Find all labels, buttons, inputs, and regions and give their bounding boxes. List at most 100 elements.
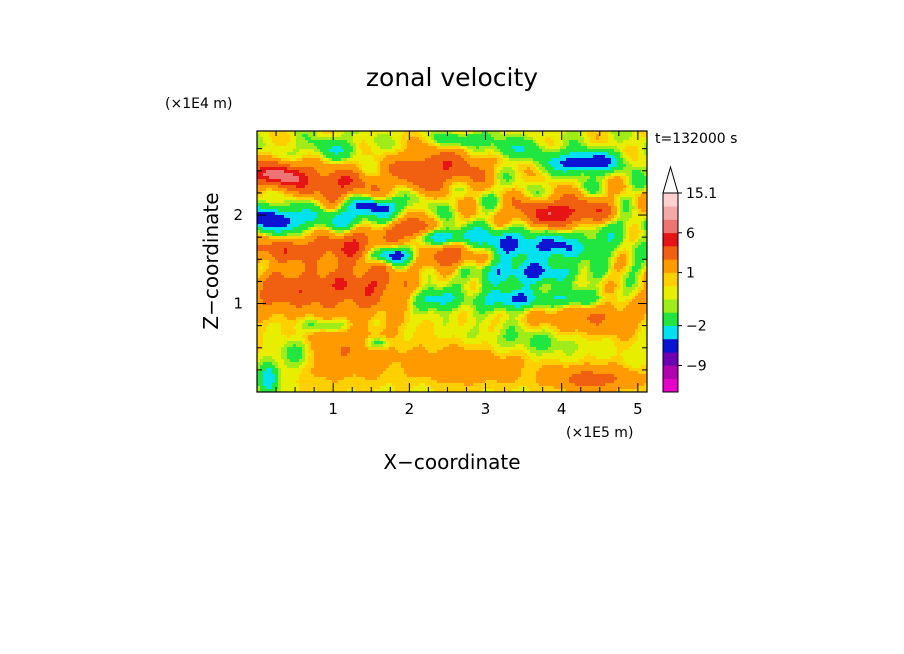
contour-cell	[470, 305, 477, 309]
contour-cell	[545, 137, 552, 141]
contour-cell	[398, 239, 411, 243]
contour-cell	[329, 158, 333, 162]
contour-cell	[518, 167, 528, 171]
contour-cell	[332, 146, 342, 150]
contour-cell	[539, 368, 630, 372]
contour-cell	[548, 260, 582, 264]
contour-cell	[554, 386, 639, 390]
contour-cell	[368, 284, 378, 288]
contour-cell	[560, 161, 612, 165]
contour-cell	[485, 296, 513, 300]
contour-cell	[581, 242, 621, 246]
contour-cell	[335, 269, 354, 273]
contour-cell	[608, 260, 612, 264]
contour-cell	[269, 260, 279, 264]
contour-cell	[302, 341, 306, 345]
contour-cell	[611, 272, 624, 276]
contour-cell	[614, 260, 618, 264]
contour-cell	[329, 227, 333, 231]
contour-cell	[428, 134, 435, 138]
contour-cell	[620, 200, 624, 204]
contour-cell	[605, 224, 609, 228]
contour-cell	[557, 308, 564, 312]
contour-cell	[539, 170, 543, 174]
contour-cell	[362, 254, 366, 258]
contour-cell	[497, 176, 504, 180]
contour-cell	[365, 185, 372, 189]
contour-cell	[638, 269, 642, 273]
contour-cell	[626, 158, 633, 162]
contour-cell	[257, 137, 264, 141]
contour-cell	[317, 215, 336, 219]
contour-cell	[644, 230, 647, 234]
contour-cell	[536, 281, 573, 285]
contour-cell	[527, 173, 537, 177]
contour-cell	[620, 209, 624, 213]
contour-cell	[290, 335, 303, 339]
contour-cell	[377, 221, 387, 225]
contour-cell	[302, 260, 318, 264]
contour-cell	[524, 221, 528, 225]
contour-cell	[338, 302, 357, 306]
contour-cell	[266, 329, 282, 333]
contour-cell	[632, 266, 642, 270]
contour-cell	[566, 170, 615, 174]
contour-cell	[548, 335, 555, 339]
contour-cell	[404, 131, 420, 135]
contour-cell	[503, 233, 522, 237]
contour-cell	[527, 257, 549, 261]
contour-cell	[644, 149, 647, 153]
contour-cell	[614, 218, 618, 222]
contour-cell	[587, 338, 603, 342]
contour-cell	[584, 356, 597, 360]
contour-cell	[557, 338, 588, 342]
contour-cell	[515, 329, 525, 333]
contour-cell	[626, 284, 633, 288]
contour-cell	[617, 269, 621, 273]
contour-cell	[536, 173, 543, 177]
contour-cell	[383, 152, 399, 156]
contour-cell	[353, 134, 378, 138]
contour-cell	[371, 185, 378, 189]
contour-cell	[620, 152, 624, 156]
contour-cell	[344, 377, 366, 381]
contour-cell	[389, 341, 465, 345]
contour-cell	[614, 287, 621, 291]
contour-cell	[314, 365, 390, 369]
contour-cell	[449, 320, 459, 324]
contour-cell	[482, 275, 489, 279]
contour-cell	[539, 359, 561, 363]
contour-cell	[491, 350, 498, 354]
contour-cell	[356, 374, 381, 378]
contour-cell	[536, 167, 540, 171]
contour-cell	[263, 194, 285, 198]
contour-cell	[443, 167, 450, 171]
contour-cell	[389, 224, 396, 228]
contour-cell	[281, 329, 297, 333]
contour-cell	[413, 299, 417, 303]
contour-cell	[644, 383, 647, 387]
contour-cell	[380, 299, 408, 303]
contour-cell	[467, 152, 471, 156]
contour-cell	[563, 278, 576, 282]
contour-cell	[434, 218, 438, 222]
contour-cell	[293, 227, 309, 231]
contour-cell	[605, 284, 618, 288]
contour-cell	[278, 260, 288, 264]
contour-cell	[587, 266, 591, 270]
contour-cell	[635, 251, 647, 255]
contour-cell	[401, 251, 408, 255]
contour-cell	[521, 356, 531, 360]
contour-cell	[407, 266, 411, 270]
contour-cell	[386, 368, 405, 372]
contour-cell	[296, 317, 306, 321]
contour-cell	[395, 386, 414, 390]
contour-cell	[620, 212, 633, 216]
contour-cell	[446, 323, 459, 327]
contour-cell	[353, 224, 357, 228]
contour-cell	[443, 323, 447, 327]
contour-cell	[419, 278, 423, 282]
contour-cell	[359, 173, 366, 177]
contour-cell	[431, 281, 450, 285]
contour-cell	[458, 215, 465, 219]
